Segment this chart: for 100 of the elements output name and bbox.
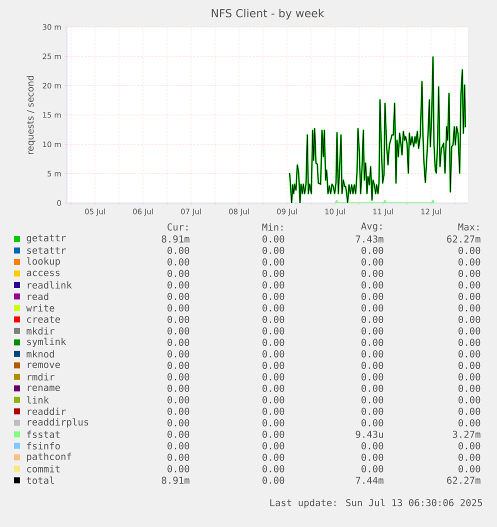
text: 0.00 [262, 281, 284, 289]
legend-label: getattr [26, 234, 66, 244]
text: 0.00 [168, 270, 190, 278]
text: 0.00 [262, 304, 284, 312]
text: 0.00 [168, 350, 190, 358]
text: 0.00 [262, 430, 284, 438]
text: 0.00 [168, 362, 190, 369]
text: 0.00 [168, 408, 190, 415]
text: 0.00 [362, 304, 384, 312]
text: 0.00 [168, 396, 190, 404]
text: 0.00 [168, 292, 190, 300]
text: 0.00 [458, 465, 480, 472]
legend-label: rmdir [28, 373, 54, 381]
text: 0.00 [262, 246, 284, 254]
text: 0.00 [458, 246, 480, 254]
chart-title: NFS Client - by week [212, 8, 324, 20]
legend-label: rename [28, 386, 60, 392]
text: 0.00 [458, 304, 480, 312]
text: 0.00 [262, 373, 284, 380]
text: 62.27m [447, 476, 480, 484]
text: 0.00 [458, 316, 480, 324]
text: 0.00 [458, 373, 480, 380]
text: 62.27m [447, 235, 480, 243]
text: 0.00 [362, 454, 384, 461]
text: 0.00 [262, 338, 284, 346]
text: 0.00 [168, 327, 190, 335]
text: 0.00 [168, 384, 190, 392]
text: 0.00 [458, 408, 480, 415]
text: 0.00 [458, 327, 480, 335]
text: 0.00 [168, 419, 190, 426]
legend-label: write [26, 304, 54, 312]
text: 0.00 [362, 292, 384, 300]
legend-label: symlink [27, 338, 66, 348]
text: 0.00 [362, 419, 384, 426]
legend-label: pathconf [27, 452, 72, 462]
text: 0.00 [168, 316, 190, 324]
text: 0.00 [458, 454, 480, 461]
text: 0.00 [262, 292, 284, 300]
legend-label: readdirplus [28, 418, 88, 428]
text: 0.00 [362, 396, 384, 404]
text: 0.00 [262, 408, 284, 415]
text: 0.00 [262, 396, 284, 404]
text: 0.00 [362, 338, 384, 346]
text: 0.00 [168, 281, 190, 289]
text: 7.43m [356, 235, 384, 243]
text: Avg: [361, 222, 382, 232]
text: 0.00 [262, 362, 284, 369]
text: 0.00 [362, 442, 384, 450]
legend-label: create [27, 316, 60, 323]
legend-label: mkdir [26, 327, 54, 335]
text: 0.00 [362, 270, 384, 278]
text: 0.00 [262, 454, 284, 461]
text: 0.00 [458, 362, 480, 369]
text: 0.00 [362, 258, 384, 266]
text: 0.00 [168, 454, 190, 461]
text: 0.00 [362, 373, 384, 380]
legend-label: lookup [26, 257, 60, 267]
text: 0.00 [362, 350, 384, 358]
text: 0.00 [168, 465, 190, 472]
legend-label: access [26, 270, 60, 276]
text: 0.00 [362, 327, 384, 335]
legend-label: read [28, 292, 48, 300]
text: 0.00 [458, 270, 480, 278]
text: 7.44m [356, 476, 384, 484]
text: 0.00 [262, 316, 284, 324]
text: 0.00 [458, 384, 480, 392]
text: 0.00 [262, 419, 284, 426]
text: 0.00 [458, 258, 480, 266]
legend-label: link [26, 396, 49, 404]
text: 8.91m [162, 476, 190, 484]
y-axis-title: requests / second [26, 76, 36, 154]
legend-label: remove [28, 362, 60, 368]
text: 0.00 [262, 384, 284, 392]
legend-label: mknod [26, 350, 54, 358]
text: 0.00 [362, 384, 384, 392]
legend-label: readlink [28, 281, 72, 289]
text: 0.00 [262, 465, 284, 472]
legend-label: commit [27, 465, 60, 472]
text: 0.00 [362, 465, 384, 472]
text: 0.00 [362, 316, 384, 324]
text: 0.00 [458, 419, 480, 426]
text: Cur: [168, 223, 188, 231]
text: 0.00 [168, 338, 190, 346]
text: 0.00 [168, 442, 190, 450]
text: 0.00 [458, 396, 480, 404]
text: 0.00 [262, 476, 284, 484]
text: 9.43u [356, 430, 383, 438]
text: 0.00 [458, 338, 480, 346]
text: 3.27m [452, 430, 480, 438]
text: Last update: Sun Jul 13 06:30:06 2025 [270, 498, 482, 508]
text: 0.00 [262, 258, 284, 266]
legend-label: fsinfo [27, 442, 60, 450]
text: 0.00 [458, 292, 480, 300]
text: 0.00 [262, 327, 284, 335]
text: 0.00 [262, 350, 284, 358]
text: 0.00 [458, 281, 480, 289]
text: 0.00 [362, 362, 384, 369]
legend-label: setattr [27, 247, 66, 254]
text: 0.00 [168, 373, 190, 380]
text: 0.00 [262, 270, 284, 278]
